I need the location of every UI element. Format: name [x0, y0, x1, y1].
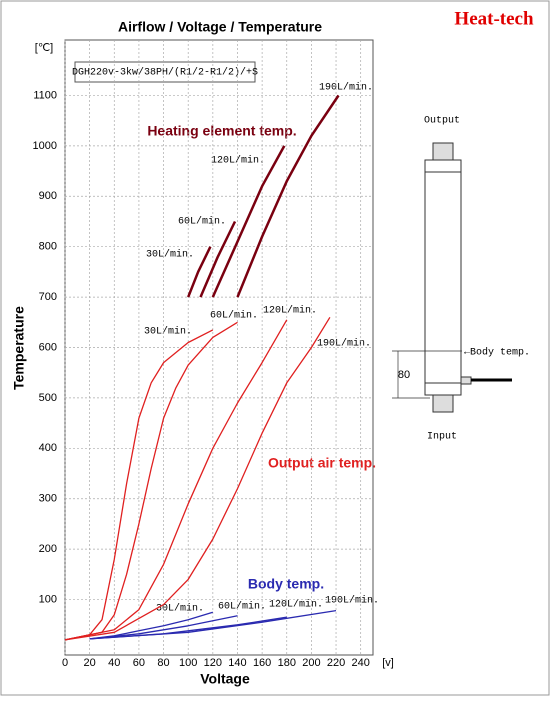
y-tick-label: 200 [39, 543, 57, 555]
y-tick-label: 1100 [33, 89, 57, 101]
chart-title: Airflow / Voltage / Temperature [118, 19, 322, 35]
x-tick-label: 240 [352, 657, 370, 669]
x-tick-label: 0 [62, 657, 68, 669]
flow-label: 30L/min. [144, 326, 192, 338]
y-tick-label: 800 [39, 241, 57, 253]
y-tick-label: 700 [39, 291, 57, 303]
flow-label: 60L/min. [218, 601, 266, 613]
flow-label: 190L/min. [317, 338, 371, 350]
series-line [64, 321, 238, 641]
series-line [64, 316, 331, 641]
heater-diagram: Output 80 ←Body temp. Input [392, 116, 530, 443]
flow-label: 190L/min. [325, 595, 379, 607]
series-line [64, 319, 288, 641]
y-tick-label: 900 [39, 190, 57, 202]
annotation: Output air temp. [268, 455, 376, 471]
plot-area [64, 39, 374, 656]
y-tick-label: 500 [39, 392, 57, 404]
series-line [89, 609, 337, 640]
nozzle [432, 142, 454, 161]
flow-label: 120L/min. [263, 305, 317, 317]
x-tick-label: 60 [133, 657, 145, 669]
x-tick-label: 40 [108, 657, 120, 669]
y-tick-label: 400 [39, 442, 57, 454]
model-box [74, 61, 256, 83]
x-tick-label: 100 [179, 657, 197, 669]
x-tick-label: 20 [84, 657, 96, 669]
series-line [199, 220, 237, 298]
flow-label: 30L/min. [146, 249, 194, 261]
diagram-label: ←Body temp. [464, 347, 530, 359]
flow-label: 120L/min. [211, 155, 265, 167]
x-tick-label: 140 [228, 657, 246, 669]
x-tick-label: 200 [302, 657, 320, 669]
diagram-label: Output [424, 116, 460, 127]
x-tick-label: 180 [278, 657, 296, 669]
x-unit: [v] [382, 657, 394, 669]
flow-label: 190L/min. [319, 82, 373, 94]
flow-label: 30L/min. [156, 603, 204, 615]
y-unit: [℃] [35, 42, 53, 54]
diagram-label: Input [427, 432, 457, 443]
series-line [211, 145, 286, 298]
series-line [187, 246, 212, 298]
model: DGH220v-3kw/38PH/(R1/2-R1/2)/+S [72, 67, 258, 79]
y-tick-label: 100 [39, 593, 57, 605]
series-line [236, 94, 340, 298]
series-line [64, 329, 214, 641]
y-axis-label: Temperature [11, 306, 27, 390]
flow-label: 120L/min. [269, 599, 323, 611]
y-tick-label: 600 [39, 341, 57, 353]
flow-label: 60L/min. [178, 216, 226, 228]
body [424, 159, 462, 396]
annotation: Body temp. [248, 576, 324, 592]
x-tick-label: 160 [253, 657, 271, 669]
x-tick-label: 80 [157, 657, 169, 669]
y-tick-label: 300 [39, 493, 57, 505]
x-tick-label: 120 [204, 657, 222, 669]
flow-label: 60L/min. [210, 310, 258, 322]
y-tick-label: 1000 [33, 140, 57, 152]
cable-gland [460, 376, 472, 385]
dimension: 80 [398, 369, 410, 381]
x-axis-label: Voltage [200, 671, 250, 687]
brand: Heat-tech [454, 8, 534, 29]
x-tick-label: 220 [327, 657, 345, 669]
annotation: Heating element temp. [147, 123, 296, 139]
nozzle [432, 394, 454, 413]
series-line [89, 615, 238, 640]
